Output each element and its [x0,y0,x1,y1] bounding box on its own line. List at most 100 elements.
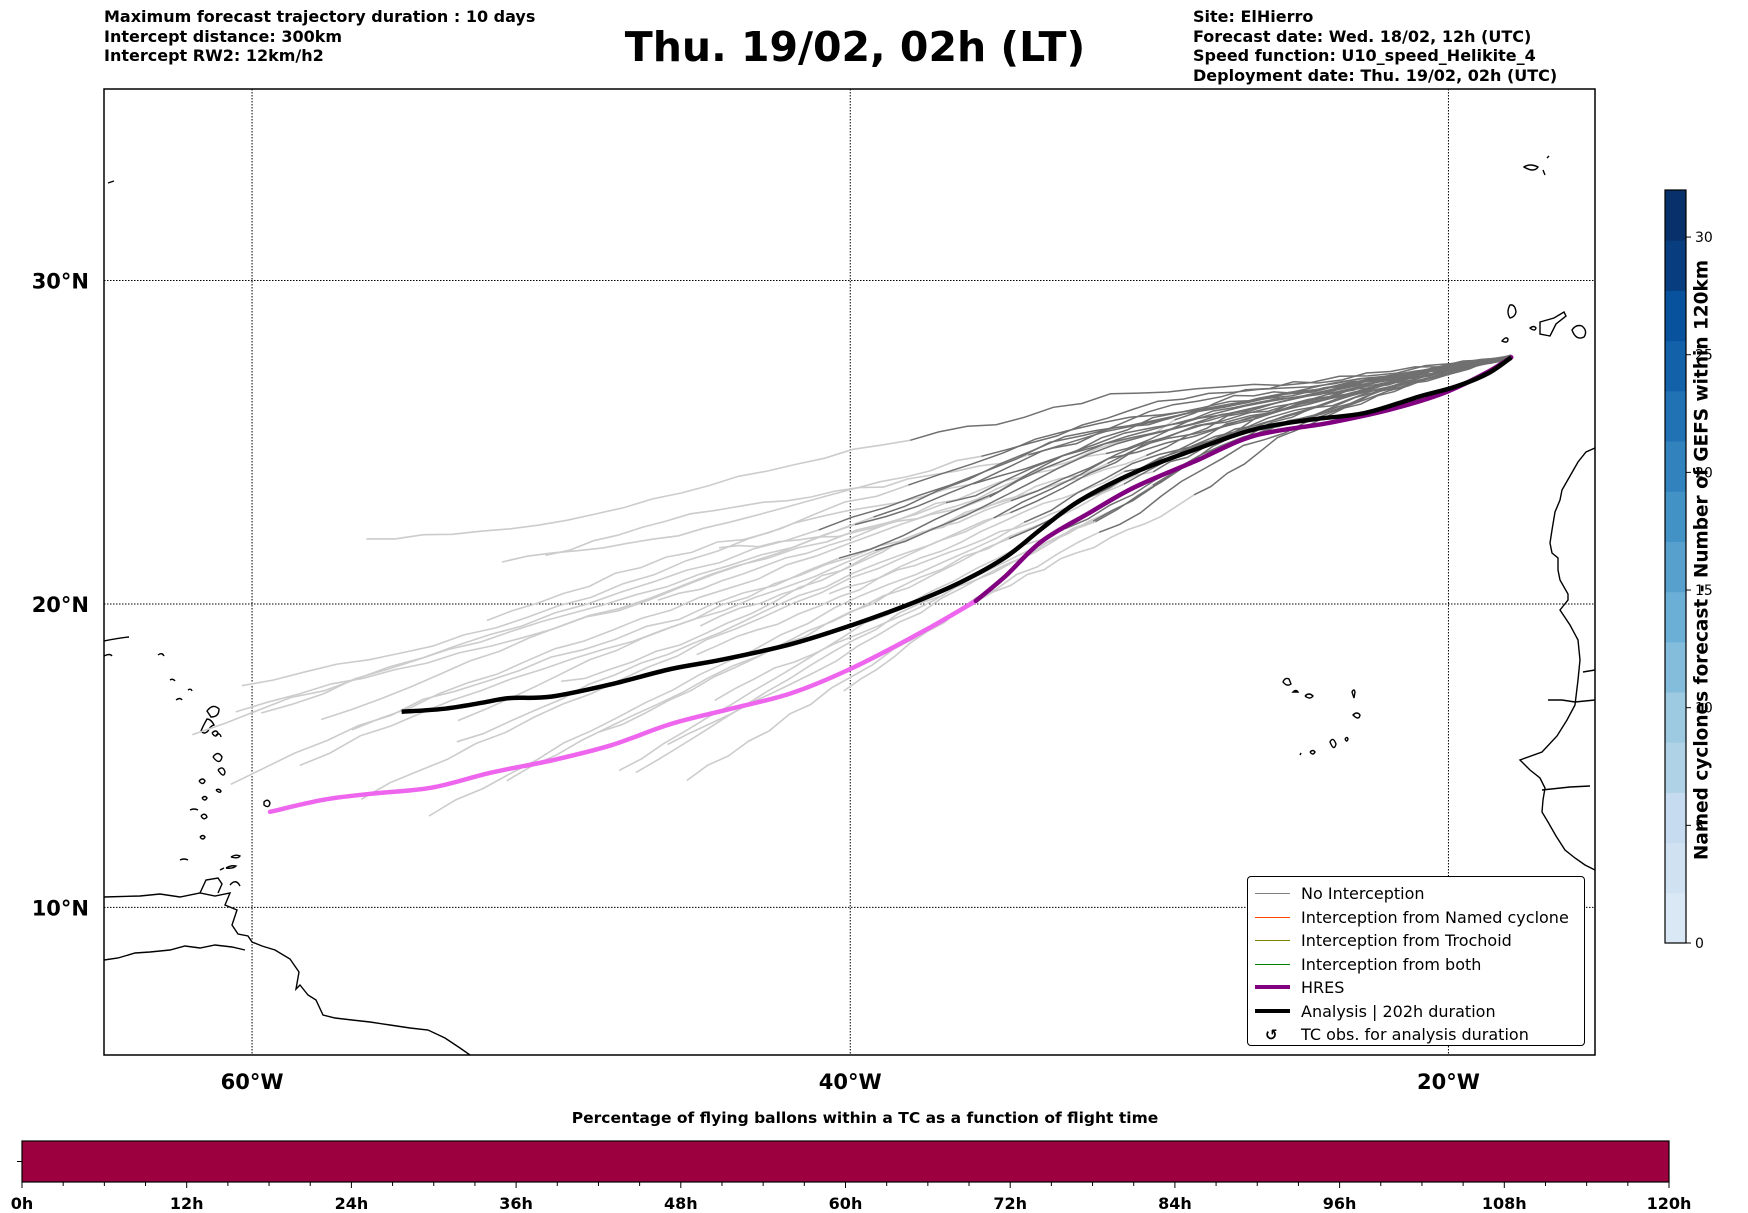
ensemble-trajectory [699,454,1147,627]
colorbar-band [1665,340,1686,392]
colorbar-band [1665,190,1686,241]
legend-swatch [1255,916,1290,918]
legend-label: Interception from Named cyclone [1301,907,1569,927]
colorbar-tick-label: 20 [1695,465,1713,481]
island-guadeloupe [200,718,222,738]
colorbar-band [1665,491,1686,542]
lat-tick-label: 30°N [32,270,89,294]
ensemble-trajectories-late [818,354,1512,559]
coastline-senegal-river [1541,669,1595,791]
site-text: Site: ElHierro [1193,7,1314,26]
island-la-gomera [1528,325,1537,331]
coastline-trinidad [199,877,223,894]
colorbar-band [1665,591,1686,643]
forecast-parameters: Maximum forecast trajectory duration : 1… [104,7,535,66]
colorbar-tick-label: 15 [1695,583,1713,599]
legend-item-named-cyclone: Interception from Named cyclone [1248,906,1584,929]
lat-tick-label: 20°N [32,593,89,617]
x-tick-label: 12h [170,1194,204,1213]
page-title: Thu. 19/02, 02h (LT) [624,23,1086,71]
coastlines [104,155,1595,1055]
colorbar-band [1665,390,1686,442]
legend: No Interception Interception from Named … [1247,876,1585,1046]
colorbar-tick-label: 0 [1695,936,1704,952]
colorbar-label: Named cyclones forecast - Number of GEFS… [1691,259,1713,861]
ensemble-trajectory [828,471,1154,595]
colorbar: 0 5 10 15 20 25 30 [1664,189,1713,952]
island-cape-verde [1282,677,1361,756]
legend-item-hres: HRES [1248,976,1584,999]
colorbar-band [1665,641,1686,693]
legend-item-no-interception: No Interception [1248,882,1584,905]
ensemble-trajectory [486,483,974,622]
tc-obs-icon: ↺ [1265,1026,1278,1044]
x-tick-label: 96h [1323,1194,1357,1213]
deployment-date-text: Deployment date: Thu. 19/02, 02h (UTC) [1193,65,1558,85]
island-la-palma [1507,304,1517,319]
colorbar-band [1665,240,1686,291]
x-tick-label: 108h [1482,1194,1527,1213]
lon-tick-label: 40°W [819,1070,882,1094]
island-tenerife [1539,311,1567,337]
island-bermuda [107,180,115,184]
lat-tick-label: 10°N [32,896,89,920]
hres-trajectory-late [267,598,979,815]
colorbar-tick-label: 10 [1695,701,1713,717]
x-tick-label: 60h [829,1194,863,1213]
site-info: Site: ElHierro Forecast date: Wed. 18/02… [1193,7,1557,85]
legend-label: Interception from both [1301,954,1482,974]
legend-label: Analysis | 202h duration [1301,1001,1496,1021]
colorbar-band [1665,742,1686,793]
tc-percentage-bar: 0h 12h 24h 36h 48h 60h 72h 84h 96h 108h 120h [11,1140,1691,1213]
legend-swatch [1255,1008,1290,1013]
ensemble-trajectory [235,516,874,713]
x-tick-label: 84h [1158,1194,1192,1213]
ensemble-trajectory [635,520,1096,774]
coastline-south-america [104,892,471,1055]
colorbar-tick-label: 30 [1695,230,1713,246]
ensemble-trajectory [366,439,911,540]
island-puerto-rico [104,636,193,701]
x-tick-label: 36h [499,1194,533,1213]
ensemble-trajectory [719,419,1176,549]
x-tick-label: 72h [993,1194,1027,1213]
intercept-distance-text: Intercept distance: 300km [104,26,343,46]
colorbar-frame [1664,189,1687,944]
ensemble-trajectory [506,537,1010,782]
x-tick-label: 48h [664,1194,698,1213]
island-gran-canaria [1571,324,1587,339]
ensemble-trajectory [714,520,1094,702]
colorbar-band [1665,692,1686,743]
ensemble-trajectory [351,496,990,731]
legend-swatch [1255,940,1290,941]
ensemble-trajectory [230,557,840,786]
ensemble-trajectory [299,549,876,767]
percentage-fill [22,1141,1669,1182]
colorbar-band [1665,441,1686,492]
legend-item-analysis: Analysis | 202h duration [1248,1000,1584,1023]
forecast-date-text: Forecast date: Wed. 18/02, 12h (UTC) [1193,26,1532,46]
ensemble-trajectory [1098,358,1512,534]
legend-label: HRES [1301,978,1345,997]
legend-swatch [1255,985,1290,989]
colorbar-band [1665,842,1686,894]
colorbar-band [1665,290,1686,342]
map-frame [103,88,1596,1056]
legend-label: Interception from Trochoid [1301,931,1512,950]
ensemble-trajectory [874,356,1512,552]
lon-tick-label: 60°W [221,1070,284,1094]
island-lesser-antilles [179,705,242,887]
analysis-trajectory [401,355,1513,715]
ensemble-trajectory [360,517,995,800]
legend-item-tc-obs: ↺ TC obs. for analysis duration [1248,1023,1584,1046]
x-tick-label: 0h [11,1194,34,1213]
ensemble-trajectory [909,355,1512,442]
ensemble-trajectory [843,494,1195,692]
intercept-rw2-text: Intercept RW2: 12km/h2 [104,46,324,65]
max-duration-text: Maximum forecast trajectory duration : 1… [104,7,536,26]
island-tobago [225,865,238,869]
ensemble-trajectory [618,527,1066,772]
main-trajectories [267,355,1514,815]
ensemble-trajectory [657,452,1107,601]
legend-label: No Interception [1301,884,1425,903]
